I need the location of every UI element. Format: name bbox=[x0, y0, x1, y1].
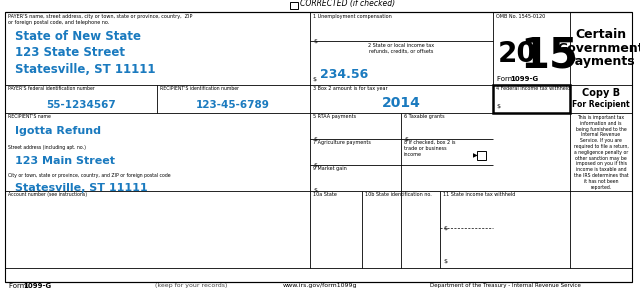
Text: 123 State Street: 123 State Street bbox=[15, 46, 125, 59]
Text: $: $ bbox=[313, 188, 317, 193]
Text: $: $ bbox=[404, 137, 408, 142]
Text: Statesville, ST 11111: Statesville, ST 11111 bbox=[15, 183, 148, 193]
Text: (keep for your records): (keep for your records) bbox=[155, 284, 227, 289]
Text: Department of the Treasury - Internal Revenue Service: Department of the Treasury - Internal Re… bbox=[430, 284, 581, 289]
Text: 8 If checked, box 2 is
trade or business
income: 8 If checked, box 2 is trade or business… bbox=[404, 140, 456, 157]
Text: $: $ bbox=[313, 39, 317, 44]
Text: Government: Government bbox=[557, 41, 640, 54]
Text: Igotta Refund: Igotta Refund bbox=[15, 126, 101, 136]
Text: Account number (see instructions): Account number (see instructions) bbox=[8, 192, 87, 197]
Text: 1099-G: 1099-G bbox=[23, 283, 51, 289]
Text: RECIPIENT'S identification number: RECIPIENT'S identification number bbox=[160, 86, 239, 91]
Text: 15: 15 bbox=[520, 34, 578, 76]
Text: 7 Agriculture payments: 7 Agriculture payments bbox=[313, 140, 371, 145]
Text: Copy B: Copy B bbox=[582, 88, 620, 98]
Bar bbox=[477, 151, 486, 160]
Text: For Recipient: For Recipient bbox=[572, 100, 630, 109]
Text: Form: Form bbox=[9, 283, 29, 289]
Bar bbox=[290, 2, 298, 9]
Text: $: $ bbox=[496, 104, 500, 109]
Text: 234.56: 234.56 bbox=[320, 68, 368, 81]
Text: 2 State or local income tax
refunds, credits, or offsets: 2 State or local income tax refunds, cre… bbox=[368, 43, 434, 54]
Text: 1099-G: 1099-G bbox=[510, 76, 538, 82]
Text: 4 Federal income tax withheld: 4 Federal income tax withheld bbox=[496, 86, 570, 91]
Text: 123-45-6789: 123-45-6789 bbox=[196, 100, 270, 110]
Text: State of New State: State of New State bbox=[15, 30, 141, 43]
Text: RECIPIENT'S name: RECIPIENT'S name bbox=[8, 114, 51, 119]
Text: $: $ bbox=[313, 163, 317, 168]
Text: ▶: ▶ bbox=[473, 153, 477, 158]
Text: 123 Main Street: 123 Main Street bbox=[15, 156, 115, 166]
Text: PAYER'S federal identification number: PAYER'S federal identification number bbox=[8, 86, 95, 91]
Text: 9 Market gain: 9 Market gain bbox=[313, 166, 347, 171]
Text: 55-1234567: 55-1234567 bbox=[46, 100, 116, 110]
Text: 2014: 2014 bbox=[381, 96, 420, 110]
Text: $: $ bbox=[443, 259, 447, 264]
Text: Form: Form bbox=[497, 76, 516, 82]
Text: Statesville, ST 11111: Statesville, ST 11111 bbox=[15, 63, 156, 76]
Text: Street address (including apt. no.): Street address (including apt. no.) bbox=[8, 145, 86, 150]
Text: $: $ bbox=[443, 226, 447, 231]
Text: OMB No. 1545-0120: OMB No. 1545-0120 bbox=[496, 14, 545, 19]
Text: www.irs.gov/form1099g: www.irs.gov/form1099g bbox=[283, 284, 357, 289]
Text: $: $ bbox=[313, 77, 319, 82]
Text: 10b State identification no.: 10b State identification no. bbox=[365, 192, 432, 197]
Text: $: $ bbox=[313, 137, 317, 142]
Text: 1 Unemployment compensation: 1 Unemployment compensation bbox=[313, 14, 392, 19]
Text: Certain: Certain bbox=[575, 28, 627, 41]
Text: 20: 20 bbox=[498, 40, 537, 68]
Text: 5 RTAA payments: 5 RTAA payments bbox=[313, 114, 356, 119]
Text: 10a State: 10a State bbox=[313, 192, 337, 197]
Text: 11 State income tax withheld: 11 State income tax withheld bbox=[443, 192, 515, 197]
Text: 3 Box 2 amount is for tax year: 3 Box 2 amount is for tax year bbox=[313, 86, 388, 91]
Text: City or town, state or province, country, and ZIP or foreign postal code: City or town, state or province, country… bbox=[8, 173, 171, 178]
Text: This is important tax
information and is
being furnished to the
Internal Revenue: This is important tax information and is… bbox=[573, 115, 628, 190]
Text: CORRECTED (if checked): CORRECTED (if checked) bbox=[300, 0, 395, 8]
Text: 6 Taxable grants: 6 Taxable grants bbox=[404, 114, 445, 119]
Text: Payments: Payments bbox=[566, 54, 636, 67]
Text: PAYER'S name, street address, city or town, state or province, country,  ZIP
or : PAYER'S name, street address, city or to… bbox=[8, 14, 193, 25]
Bar bbox=[493, 85, 570, 113]
